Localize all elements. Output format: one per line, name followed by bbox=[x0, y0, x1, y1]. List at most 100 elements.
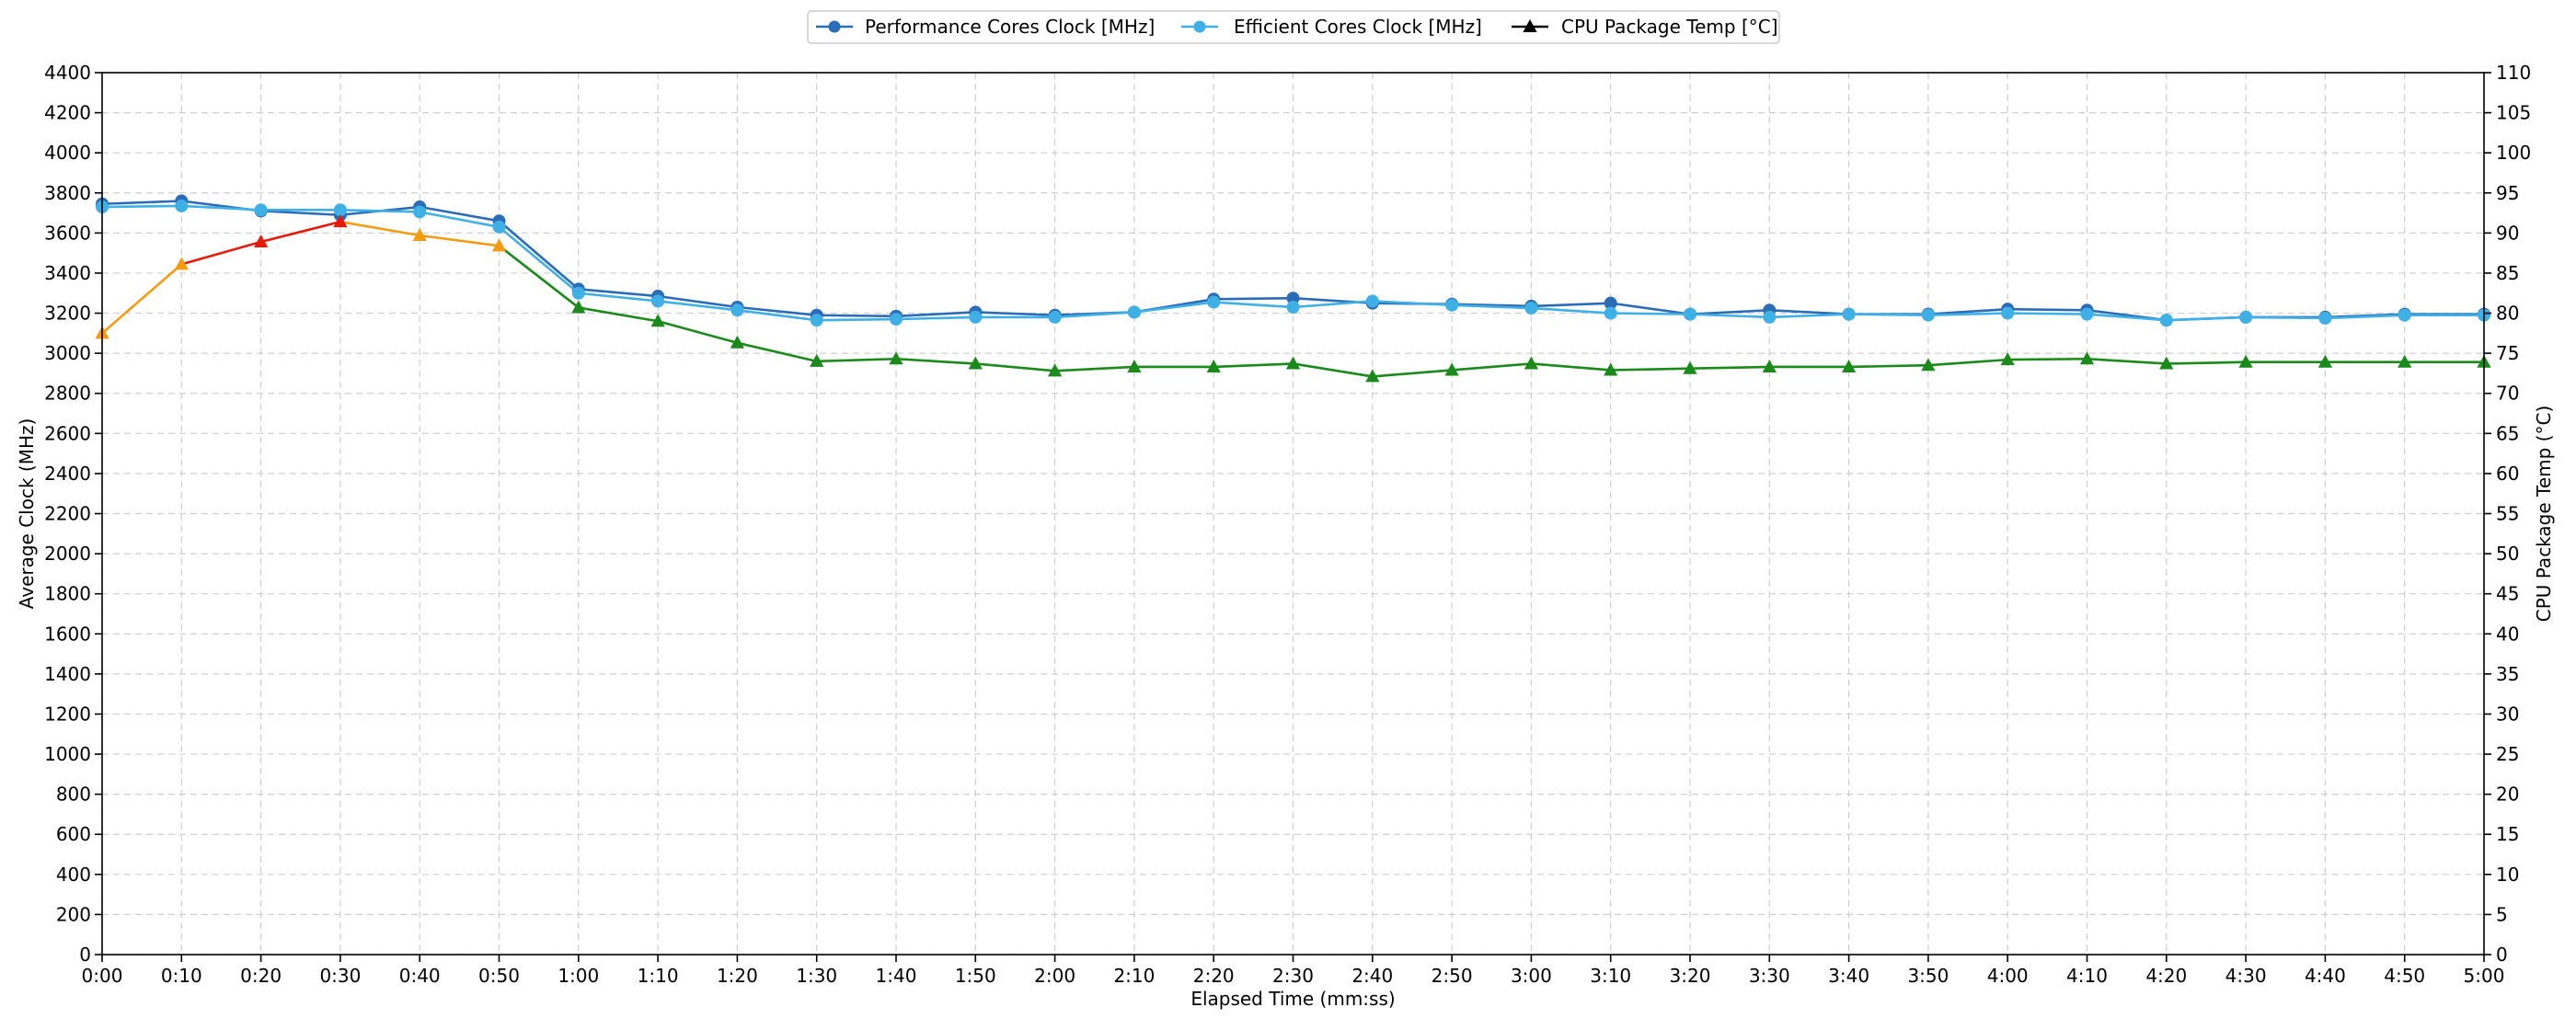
series-line-segment bbox=[498, 245, 581, 309]
data-point bbox=[1524, 356, 1538, 370]
data-point bbox=[650, 314, 665, 327]
data-point bbox=[1921, 358, 1936, 372]
y-tick-label-left: 2200 bbox=[44, 503, 91, 525]
series-line-segment bbox=[577, 306, 660, 323]
y-tick-label-right: 25 bbox=[2496, 743, 2519, 765]
data-point bbox=[1365, 369, 1380, 383]
x-tick-label: 5:00 bbox=[2464, 965, 2505, 987]
data-point bbox=[1604, 306, 1617, 320]
series-line-segment bbox=[736, 341, 819, 363]
legend-marker-triangle bbox=[1523, 19, 1537, 32]
data-point bbox=[651, 294, 665, 308]
series-line-segment bbox=[2006, 357, 2088, 361]
legend-box bbox=[807, 10, 1780, 44]
data-point bbox=[2001, 306, 2015, 320]
y-tick-label-right: 0 bbox=[2496, 944, 2508, 966]
data-point bbox=[1763, 310, 1777, 324]
data-point bbox=[492, 220, 506, 234]
data-point bbox=[1207, 295, 1221, 309]
series-line-segment bbox=[1450, 362, 1533, 372]
series-line-segment bbox=[2165, 360, 2248, 365]
data-point bbox=[175, 199, 189, 212]
legend-item-efficient-cores: Efficient Cores Clock [MHz] bbox=[1181, 16, 1482, 38]
data-point bbox=[2239, 310, 2253, 324]
data-point bbox=[2398, 354, 2412, 368]
y-tick-label-right: 90 bbox=[2496, 222, 2519, 244]
data-point bbox=[571, 300, 586, 314]
data-point bbox=[2159, 314, 2173, 327]
y-tick-label-left: 3800 bbox=[44, 182, 91, 204]
data-point bbox=[969, 310, 983, 324]
data-point bbox=[254, 234, 269, 247]
y-tick-label-left: 1400 bbox=[44, 663, 91, 685]
x-tick-label: 3:50 bbox=[1907, 965, 1949, 987]
series-line-segment bbox=[1609, 367, 1692, 372]
x-tick-label: 1:00 bbox=[558, 965, 599, 987]
data-point bbox=[412, 227, 427, 241]
legend-swatch-marker bbox=[1523, 19, 1537, 32]
y-tick-label-right: 35 bbox=[2496, 663, 2519, 685]
x-tick-label: 2:00 bbox=[1034, 965, 1075, 987]
data-point bbox=[968, 356, 983, 370]
data-point bbox=[810, 314, 823, 327]
x-tick-label: 4:10 bbox=[2066, 965, 2108, 987]
gridlines bbox=[101, 72, 2485, 956]
y-tick-label-right: 10 bbox=[2496, 864, 2519, 886]
data-point bbox=[2079, 351, 2095, 365]
x-tick-label: 1:50 bbox=[955, 965, 996, 987]
y-tick-label-left: 4000 bbox=[44, 142, 91, 164]
y-tick-label-right: 20 bbox=[2496, 784, 2519, 806]
data-point bbox=[571, 286, 585, 300]
x-tick-label: 2:20 bbox=[1193, 965, 1235, 987]
series-line-segment bbox=[656, 319, 739, 345]
data-point bbox=[1762, 359, 1777, 372]
y-axis-title-left: Average Clock (MHz) bbox=[16, 418, 38, 610]
y-tick-label-left: 400 bbox=[56, 864, 91, 886]
y-tick-label-right: 105 bbox=[2496, 102, 2531, 124]
x-tick-label: 1:40 bbox=[876, 965, 917, 987]
x-tick-label: 1:30 bbox=[796, 965, 837, 987]
series-cpu-temp bbox=[95, 214, 2491, 383]
series-line-segment bbox=[259, 220, 342, 244]
legend-item-performance-cores: Performance Cores Clock [MHz] bbox=[816, 16, 1155, 38]
data-point bbox=[2238, 354, 2253, 368]
series-line-segment bbox=[1053, 365, 1136, 372]
x-tick-label: 4:00 bbox=[1987, 965, 2029, 987]
y-tick-label-right: 5 bbox=[2496, 903, 2508, 925]
data-point bbox=[333, 214, 348, 228]
y-tick-label-right: 55 bbox=[2496, 503, 2519, 525]
series-line-segment bbox=[2086, 357, 2168, 365]
legend-swatch-marker bbox=[828, 20, 841, 33]
y-axis-title-right: CPU Package Temp (°C) bbox=[2533, 406, 2555, 623]
y-tick-label-right: 45 bbox=[2496, 583, 2519, 605]
legend-label: Efficient Cores Clock [MHz] bbox=[1234, 16, 1482, 38]
y-tick-label-left: 0 bbox=[79, 944, 91, 966]
data-point bbox=[1286, 301, 1300, 315]
legend-marker-circle bbox=[828, 20, 841, 33]
data-point bbox=[1683, 360, 1697, 374]
x-tick-label: 4:40 bbox=[2305, 965, 2346, 987]
data-point bbox=[730, 335, 744, 349]
y-tick-label-right: 65 bbox=[2496, 422, 2519, 444]
y-tick-label-right: 50 bbox=[2496, 543, 2519, 565]
x-tick-label: 0:50 bbox=[478, 965, 520, 987]
data-point bbox=[1127, 305, 1141, 319]
data-point bbox=[1842, 359, 1857, 372]
data-point bbox=[1444, 362, 1459, 376]
y-tick-label-left: 2400 bbox=[44, 463, 91, 485]
data-point bbox=[2398, 308, 2411, 322]
data-point bbox=[1048, 363, 1063, 377]
y-tick-label-right: 110 bbox=[2496, 62, 2531, 84]
data-point bbox=[1524, 302, 1538, 315]
data-point bbox=[413, 205, 427, 219]
legend-swatch-marker bbox=[1193, 20, 1206, 33]
x-tick-label: 0:20 bbox=[240, 965, 282, 987]
series-efficient-cores bbox=[96, 199, 2490, 327]
data-point bbox=[2080, 307, 2094, 321]
data-point bbox=[174, 257, 189, 270]
y-tick-label-left: 1200 bbox=[44, 703, 91, 725]
y-tick-label-left: 200 bbox=[56, 903, 91, 925]
x-tick-label: 2:50 bbox=[1432, 965, 1473, 987]
y-tick-label-left: 3000 bbox=[44, 342, 91, 364]
series-line-segment bbox=[1926, 358, 2009, 367]
